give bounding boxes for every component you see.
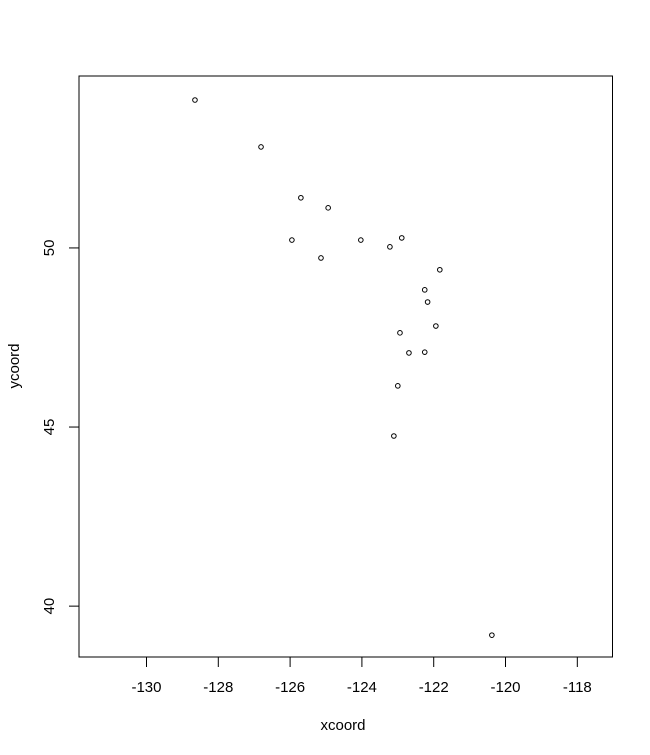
data-point xyxy=(433,323,439,329)
data-point xyxy=(397,330,403,336)
data-point xyxy=(489,632,495,638)
x-tick-label: -120 xyxy=(490,679,520,696)
data-point xyxy=(289,237,295,243)
x-tick-label: -124 xyxy=(347,679,377,696)
data-point xyxy=(192,97,198,103)
x-axis-title: xcoord xyxy=(320,717,365,734)
data-points xyxy=(192,97,495,638)
data-point xyxy=(258,144,264,150)
data-point xyxy=(421,287,428,293)
y-axis-title: ycoord xyxy=(6,343,23,388)
x-tick-label: -126 xyxy=(275,679,305,696)
x-tick-label: -128 xyxy=(203,679,233,696)
y-tick-label: 40 xyxy=(41,598,58,615)
data-point xyxy=(325,205,331,211)
x-tick-label: -118 xyxy=(563,679,592,696)
data-point xyxy=(421,349,428,355)
x-tick-label: -122 xyxy=(419,679,449,696)
y-tick-label: 50 xyxy=(41,240,58,257)
y-axis: 40 45 50 xyxy=(41,240,80,615)
data-point xyxy=(398,235,405,241)
plot-frame xyxy=(78,75,613,658)
data-point xyxy=(358,237,364,243)
data-point xyxy=(298,194,304,201)
data-point xyxy=(318,255,324,261)
data-point xyxy=(424,299,431,305)
data-point xyxy=(387,244,393,250)
data-point xyxy=(406,350,412,356)
data-point xyxy=(391,433,397,439)
data-point xyxy=(395,383,401,389)
x-axis: -130 -128 -126 -124 -122 -120 -118 xyxy=(131,656,592,696)
y-tick-label: 45 xyxy=(41,419,58,436)
x-tick-label: -130 xyxy=(131,679,161,696)
data-point xyxy=(437,266,443,273)
